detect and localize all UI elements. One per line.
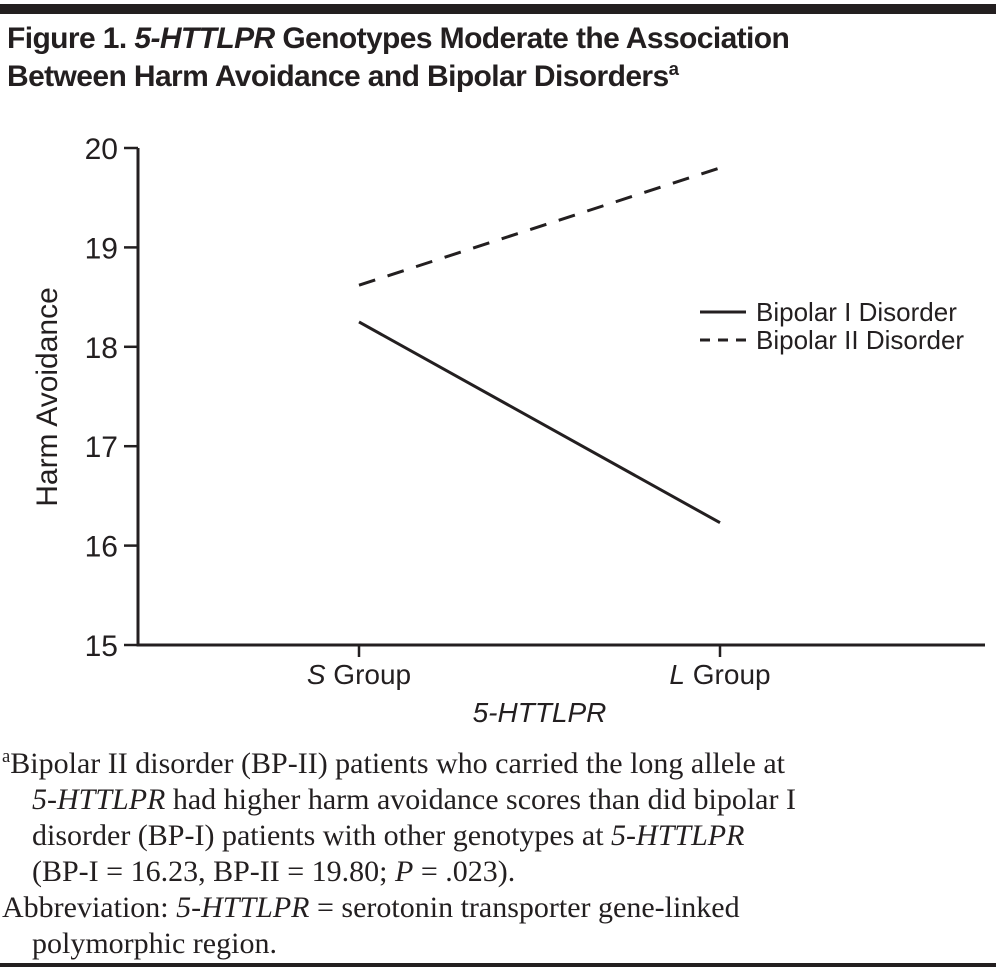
text-segment: P	[395, 855, 414, 888]
text-segment: Abbreviation:	[2, 891, 177, 924]
text-segment: Bipolar II disorder (BP-II) patients who…	[10, 747, 786, 780]
footnote-line: 5-HTTLPR had higher harm avoidance score…	[2, 782, 994, 818]
text-segment: a	[668, 58, 679, 79]
chart-series	[358, 166, 721, 525]
series-line-bipolar-i	[358, 320, 721, 525]
text-segment: = .023).	[413, 855, 516, 888]
text-segment: had higher harm avoidance scores than di…	[165, 783, 796, 816]
figure-title: Figure 1. 5-HTTLPR Genotypes Moderate th…	[7, 20, 992, 96]
figure-title-line-1: Figure 1. 5-HTTLPR Genotypes Moderate th…	[7, 20, 992, 58]
text-segment: disorder (BP-I) patients with other geno…	[32, 819, 612, 852]
series-line-bipolar-ii	[358, 166, 721, 287]
y-tick-label: 15	[85, 630, 118, 663]
footnote-line: aBipolar II disorder (BP-II) patients wh…	[2, 746, 994, 782]
footnote-line: disorder (BP-I) patients with other geno…	[2, 818, 994, 854]
y-tick-label: 20	[85, 133, 118, 166]
harm-avoidance-line-chart: 15 16 17 18 19 20 S Group L Group 5-HTTLPR Harm A…	[31, 133, 985, 728]
x-tick-label: L Group	[669, 659, 770, 690]
bottom-rule	[0, 963, 996, 967]
footnote-line: polymorphic region.	[2, 926, 994, 962]
top-rule	[0, 4, 996, 14]
x-tick-label: S Group	[307, 659, 411, 690]
y-tick-label: 17	[85, 431, 118, 464]
footnote-line: Abbreviation: 5-HTTLPR = serotonin trans…	[2, 890, 994, 926]
footnote: aBipolar II disorder (BP-II) patients wh…	[2, 746, 994, 962]
text-segment: a	[2, 746, 11, 767]
x-axis-title: 5-HTTLPR	[473, 697, 607, 728]
y-axis-title: Harm Avoidance	[31, 287, 64, 507]
legend-label: Bipolar I Disorder	[756, 297, 957, 327]
text-segment: 5-HTTLPR	[176, 891, 310, 924]
y-tick-label: 18	[85, 332, 118, 365]
legend-label: Bipolar II Disorder	[756, 325, 964, 355]
text-segment: 5-HTTLPR	[134, 22, 275, 55]
text-segment: Between Harm Avoidance and Bipolar Disor…	[7, 60, 669, 93]
y-tick-label: 19	[85, 232, 118, 265]
text-segment: Genotypes Moderate the Association	[274, 22, 790, 55]
text-segment: (BP-I = 16.23, BP-II = 19.80;	[32, 855, 396, 888]
y-tick-label: 16	[85, 531, 118, 564]
figure-title-line-2: Between Harm Avoidance and Bipolar Disor…	[7, 58, 992, 96]
text-segment: 5-HTTLPR	[611, 819, 745, 852]
text-segment: 5-HTTLPR	[32, 783, 166, 816]
text-segment: polymorphic region.	[32, 927, 277, 960]
footnote-line: (BP-I = 16.23, BP-II = 19.80; P = .023).	[2, 854, 994, 890]
text-segment: = serotonin transporter gene-linked	[309, 891, 740, 924]
chart-axes: 15 16 17 18 19 20 S Group L Group 5-HTTLPR Harm A…	[31, 133, 985, 728]
text-segment: Figure 1.	[7, 22, 135, 55]
